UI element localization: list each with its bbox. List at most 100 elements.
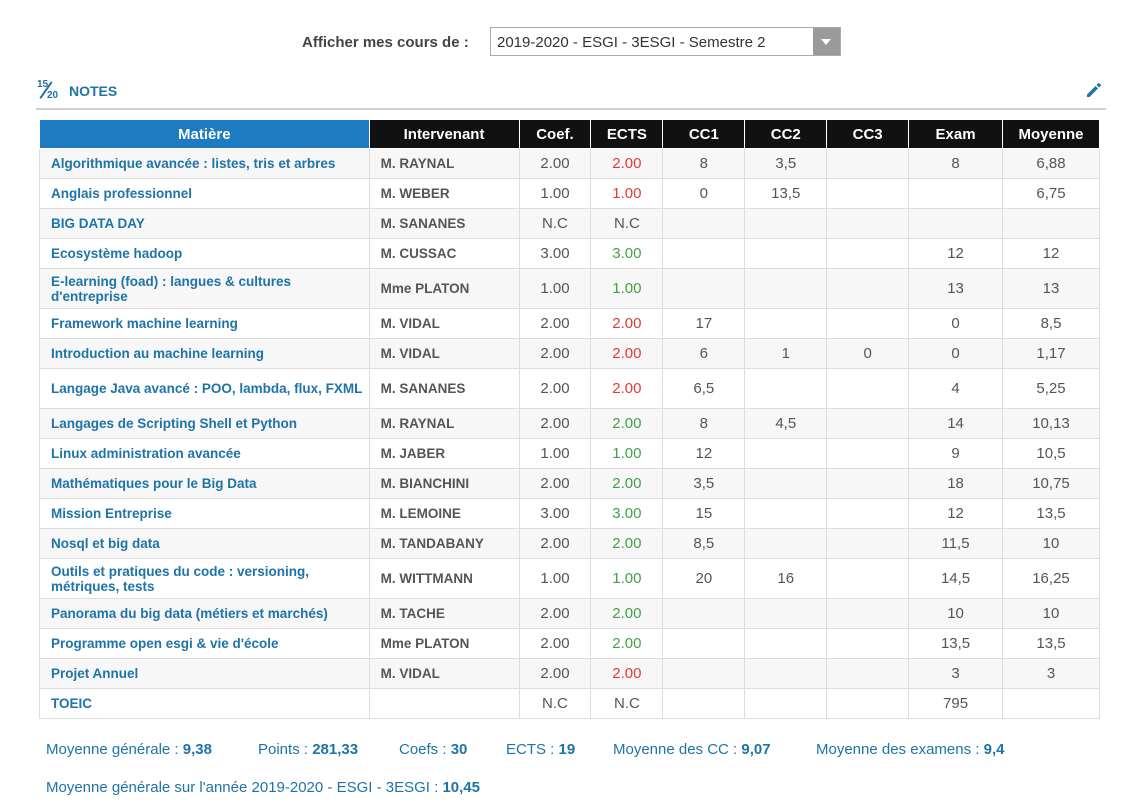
cc2-cell: [744, 598, 828, 629]
ects-cell: 2.00: [590, 148, 664, 179]
subject-cell[interactable]: Langage Java avancé : POO, lambda, flux,…: [39, 368, 370, 409]
cc1-cell: [662, 268, 746, 309]
cc3-cell: [826, 528, 910, 559]
cc3-cell: [826, 148, 910, 179]
cc3-cell: [826, 468, 910, 499]
exam-cell: 10: [908, 598, 1003, 629]
ects-cell: 2.00: [590, 468, 664, 499]
average-cell: 16,25: [1001, 558, 1101, 599]
subject-cell[interactable]: Algorithmique avancée : listes, tris et …: [39, 148, 370, 179]
subject-cell[interactable]: Projet Annuel: [39, 658, 370, 689]
subject-cell[interactable]: Linux administration avancée: [39, 438, 370, 469]
teacher-cell: M. BIANCHINI: [368, 468, 520, 499]
subject-cell[interactable]: Introduction au machine learning: [39, 338, 370, 369]
coef-cell: 2.00: [518, 468, 592, 499]
subject-cell[interactable]: Programme open esgi & vie d'école: [39, 628, 370, 659]
subject-cell[interactable]: BIG DATA DAY: [39, 208, 370, 239]
average-cell: [1001, 208, 1101, 239]
average-cell: 8,5: [1001, 308, 1101, 339]
coef-cell: 1.00: [518, 178, 592, 209]
subject-cell[interactable]: Ecosystème hadoop: [39, 238, 370, 269]
ects-cell: 2.00: [590, 528, 664, 559]
subject-cell[interactable]: Outils et pratiques du code : versioning…: [39, 558, 370, 599]
average-cell: 12: [1001, 238, 1101, 269]
exam-cell: 18: [908, 468, 1003, 499]
exam-cell: 14: [908, 408, 1003, 439]
teacher-cell: M. JABER: [368, 438, 520, 469]
cc2-cell: [744, 438, 828, 469]
column-header: CC1: [662, 119, 746, 149]
cc3-cell: [826, 688, 910, 719]
table-row: Langage Java avancé : POO, lambda, flux,…: [39, 368, 1101, 409]
subject-cell[interactable]: Framework machine learning: [39, 308, 370, 339]
teacher-cell: Mme PLATON: [368, 628, 520, 659]
exam-cell: 4: [908, 368, 1003, 409]
subject-cell[interactable]: Langages de Scripting Shell et Python: [39, 408, 370, 439]
subject-cell[interactable]: Anglais professionnel: [39, 178, 370, 209]
average-cell: 6,88: [1001, 148, 1101, 179]
cc3-cell: 0: [826, 338, 910, 369]
teacher-cell: M. WITTMANN: [368, 558, 520, 599]
ects-cell: 2.00: [590, 658, 664, 689]
course-selector-label: Afficher mes cours de :: [302, 34, 469, 51]
cc1-cell: 15: [662, 498, 746, 529]
table-row: E-learning (foad) : langues & cultures d…: [39, 268, 1101, 309]
ects-cell: 3.00: [590, 498, 664, 529]
notes-section-header: 15 20 NOTES: [36, 78, 1106, 110]
coef-cell: 2.00: [518, 148, 592, 179]
subject-cell[interactable]: Mission Entreprise: [39, 498, 370, 529]
semester-select[interactable]: 2019-2020 - ESGI - 3ESGI - Semestre 2: [490, 27, 841, 56]
exam-cell: 0: [908, 338, 1003, 369]
column-header: Coef.: [518, 119, 592, 149]
coef-cell: 2.00: [518, 338, 592, 369]
chevron-down-icon[interactable]: [813, 28, 840, 55]
teacher-cell: M. TACHE: [368, 598, 520, 629]
cc1-cell: 20: [662, 558, 746, 599]
table-row: Panorama du big data (métiers et marchés…: [39, 598, 1101, 629]
subject-cell[interactable]: TOEIC: [39, 688, 370, 719]
cc2-cell: [744, 268, 828, 309]
exam-cell: 8: [908, 148, 1003, 179]
exam-cell: [908, 178, 1003, 209]
subject-cell[interactable]: Panorama du big data (métiers et marchés…: [39, 598, 370, 629]
cc2-cell: [744, 308, 828, 339]
teacher-cell: M. LEMOINE: [368, 498, 520, 529]
cc2-cell: [744, 238, 828, 269]
average-cell: 10,75: [1001, 468, 1101, 499]
cc2-cell: [744, 208, 828, 239]
table-row: Projet Annuel M. VIDAL 2.00 2.00 3 3: [39, 658, 1101, 689]
coef-cell: N.C: [518, 688, 592, 719]
ects-cell: N.C: [590, 688, 664, 719]
cc3-cell: [826, 308, 910, 339]
cc1-cell: 6,5: [662, 368, 746, 409]
average-cell: 10: [1001, 528, 1101, 559]
coef-cell: 2.00: [518, 628, 592, 659]
subject-cell[interactable]: E-learning (foad) : langues & cultures d…: [39, 268, 370, 309]
pencil-icon[interactable]: [1084, 80, 1104, 100]
exam-cell: 13: [908, 268, 1003, 309]
teacher-cell: M. SANANES: [368, 368, 520, 409]
cc2-cell: [744, 688, 828, 719]
exam-cell: 12: [908, 238, 1003, 269]
table-row: Anglais professionnel M. WEBER 1.00 1.00 0 13…: [39, 178, 1101, 209]
ects-cell: 1.00: [590, 438, 664, 469]
subject-cell[interactable]: Nosql et big data: [39, 528, 370, 559]
cc2-cell: 4,5: [744, 408, 828, 439]
exam-cell: 13,5: [908, 628, 1003, 659]
exam-average: Moyenne des examens : 9,4: [816, 741, 1005, 758]
exam-cell: 795: [908, 688, 1003, 719]
column-header: Moyenne: [1001, 119, 1101, 149]
coef-cell: 1.00: [518, 438, 592, 469]
cc1-cell: [662, 658, 746, 689]
coef-cell: N.C: [518, 208, 592, 239]
exam-cell: [908, 208, 1003, 239]
average-cell: 3: [1001, 658, 1101, 689]
cc2-cell: 13,5: [744, 178, 828, 209]
average-cell: [1001, 688, 1101, 719]
cc1-cell: 17: [662, 308, 746, 339]
cc1-cell: [662, 238, 746, 269]
cc1-cell: 6: [662, 338, 746, 369]
subject-cell[interactable]: Mathématiques pour le Big Data: [39, 468, 370, 499]
grade-fraction-icon: 15 20: [37, 79, 59, 101]
teacher-cell: M. VIDAL: [368, 338, 520, 369]
